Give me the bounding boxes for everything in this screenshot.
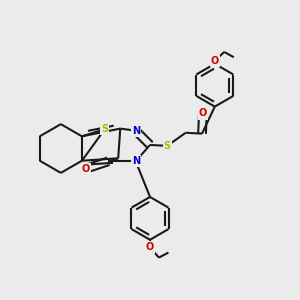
Text: S: S [101, 124, 108, 134]
Text: S: S [164, 141, 171, 151]
Text: N: N [132, 156, 140, 166]
Text: O: O [211, 56, 219, 66]
Text: O: O [146, 242, 154, 253]
Text: N: N [132, 126, 140, 136]
Text: O: O [199, 108, 207, 118]
Text: O: O [82, 164, 90, 174]
